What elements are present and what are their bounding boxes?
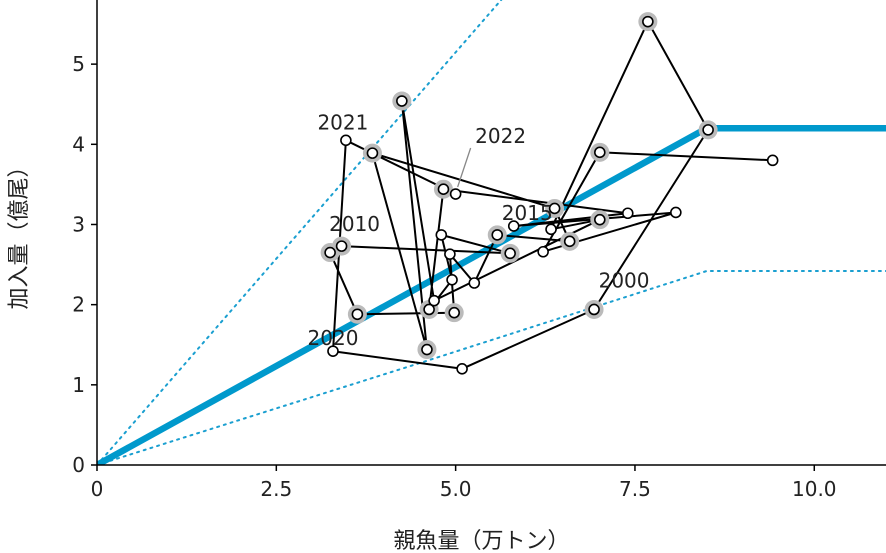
data-point: [340, 134, 352, 147]
year-annotation-2000: 2000: [599, 268, 650, 292]
data-point: [670, 206, 682, 219]
x-tick-label: 7.5: [619, 477, 651, 501]
hockey-stick-model-line: [97, 125, 886, 465]
data-point: [351, 308, 364, 321]
data-point: [507, 220, 520, 232]
data-point: [423, 303, 435, 316]
data-point: [621, 207, 634, 220]
y-tick-label: 5: [72, 52, 85, 76]
axes-layer: 0 2.5 5.0 7.5 10.0 0 1 2 3 4 5: [72, 0, 886, 501]
y-tick-label: 1: [72, 373, 85, 397]
data-point: [548, 202, 561, 215]
data-point: [588, 303, 600, 316]
data-point: [545, 223, 557, 236]
lower-confidence-line: [97, 270, 886, 465]
data-point: [504, 247, 516, 260]
annotation-leader-line: [457, 147, 472, 188]
x-tick-label: 10.0: [792, 477, 837, 501]
data-point: [456, 362, 468, 375]
data-point: [702, 124, 714, 136]
data-point: [491, 229, 504, 241]
data-point: [563, 235, 576, 248]
year-annotation-2020: 2020: [308, 326, 359, 350]
data-point: [324, 246, 336, 259]
x-tick-label: 5.0: [440, 477, 472, 501]
y-tick-label: 4: [72, 132, 85, 156]
data-point: [594, 146, 606, 159]
y-tick-label: 2: [72, 293, 85, 317]
y-tick-label: 0: [72, 453, 85, 477]
confidence-band-layer: [97, 0, 886, 465]
data-point: [448, 306, 461, 319]
data-point: [428, 294, 440, 307]
model-curve-layer: [97, 125, 886, 465]
year-annotation-2021: 2021: [317, 110, 368, 134]
x-tick-label: 2.5: [260, 477, 292, 501]
data-point: [327, 345, 339, 357]
trajectory-layer: [329, 20, 773, 370]
data-point: [444, 248, 456, 260]
data-point: [468, 277, 481, 289]
data-point: [537, 245, 549, 258]
data-point: [396, 95, 408, 107]
data-point: [766, 154, 779, 167]
x-tick-label: 0: [91, 477, 104, 501]
y-axis-title: 加入量（億尾）: [7, 155, 32, 309]
data-point: [366, 147, 379, 159]
data-point: [449, 188, 462, 200]
data-point: [437, 183, 450, 196]
year-annotation-2015: 2015: [502, 201, 553, 225]
data-point: [642, 15, 654, 28]
data-point: [594, 213, 606, 226]
x-axis-title: 親魚量（万トン）: [393, 529, 569, 553]
data-point: [335, 240, 348, 252]
upper-confidence-line: [97, 0, 503, 465]
data-points-layer: [320, 12, 779, 375]
data-point: [446, 274, 458, 286]
data-point: [435, 229, 448, 241]
year-annotation-2010: 2010: [329, 212, 380, 236]
year-annotations-layer: 2000 2010 2015 2020 2021 2022: [308, 110, 650, 350]
year-annotation-2022: 2022: [475, 124, 526, 148]
y-tick-label: 3: [72, 212, 85, 236]
year-trajectory-line: [329, 20, 773, 370]
data-point: [421, 343, 433, 356]
